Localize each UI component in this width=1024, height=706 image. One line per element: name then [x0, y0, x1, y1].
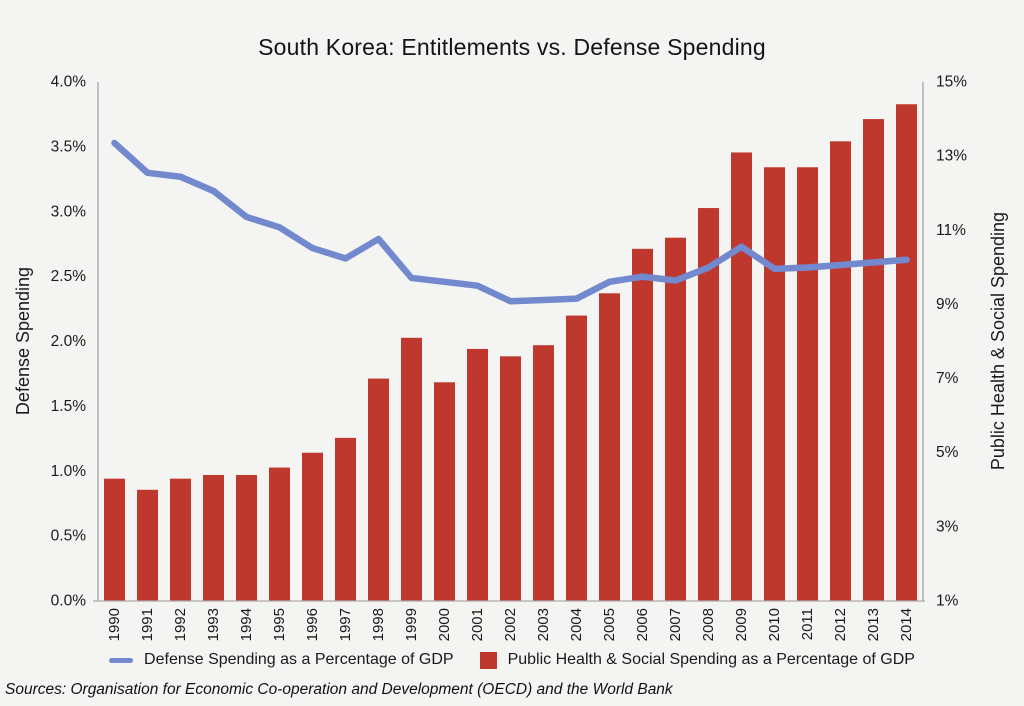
left-tick-0.5%: 0.5% — [51, 528, 87, 545]
x-label-2009: 2009 — [733, 608, 750, 641]
left-tick-2.5%: 2.5% — [51, 268, 87, 285]
bar-2002 — [500, 356, 521, 601]
right-tick-1%: 1% — [936, 593, 959, 610]
bar-1995 — [269, 467, 290, 601]
bar-2000 — [434, 382, 455, 601]
source-note: Sources: Organisation for Economic Co-op… — [5, 681, 673, 698]
x-label-2004: 2004 — [568, 608, 585, 641]
x-label-2003: 2003 — [535, 608, 552, 641]
legend: Defense Spending as a Percentage of GDP … — [0, 651, 1024, 669]
x-label-1990: 1990 — [106, 608, 123, 641]
x-label-2012: 2012 — [832, 608, 849, 641]
bar-1997 — [335, 437, 356, 601]
bar-1996 — [302, 452, 323, 601]
left-tick-2.0%: 2.0% — [51, 333, 87, 350]
legend-bar-label: Public Health & Social Spending as a Per… — [507, 651, 915, 668]
right-tick-7%: 7% — [936, 370, 959, 387]
bar-2005 — [599, 293, 620, 601]
legend-line-marker-icon — [109, 657, 134, 663]
x-label-2011: 2011 — [799, 608, 816, 640]
bar-2010 — [764, 167, 785, 601]
right-tick-15%: 15% — [936, 74, 967, 91]
bar-1990 — [104, 478, 125, 601]
bar-2001 — [467, 348, 488, 601]
bar-1991 — [137, 489, 158, 601]
bar-2004 — [566, 315, 587, 601]
right-tick-5%: 5% — [936, 444, 959, 461]
x-label-1993: 1993 — [205, 608, 222, 641]
bar-2014 — [896, 104, 917, 601]
bar-1999 — [401, 337, 422, 601]
legend-item-defense: Defense Spending as a Percentage of GDP — [109, 651, 454, 669]
bar-1998 — [368, 378, 389, 601]
bar-2003 — [533, 345, 554, 601]
x-label-2014: 2014 — [898, 608, 915, 641]
left-tick-1.5%: 1.5% — [51, 398, 87, 415]
x-label-1991: 1991 — [139, 608, 156, 641]
defense-spending-line — [111, 139, 910, 305]
x-label-2005: 2005 — [601, 608, 618, 641]
right-tick-13%: 13% — [936, 148, 967, 165]
x-label-2013: 2013 — [865, 608, 882, 641]
bar-2009 — [731, 152, 752, 601]
chart-title: South Korea: Entitlements vs. Defense Sp… — [258, 34, 766, 60]
x-label-2006: 2006 — [634, 608, 651, 641]
x-label-1996: 1996 — [304, 608, 321, 641]
x-label-1992: 1992 — [172, 608, 189, 641]
bar-2013 — [863, 119, 884, 602]
bar-1992 — [170, 478, 191, 601]
left-tick-4.0%: 4.0% — [51, 74, 87, 91]
left-axis-title: Defense Spending — [13, 267, 33, 415]
bar-2007 — [665, 237, 686, 601]
bar-2012 — [830, 141, 851, 602]
legend-item-public-health: Public Health & Social Spending as a Per… — [479, 651, 915, 669]
right-tick-3%: 3% — [936, 518, 959, 535]
legend-square-marker-icon — [479, 651, 497, 669]
bar-1993 — [203, 474, 224, 601]
x-label-1998: 1998 — [370, 608, 387, 641]
left-tick-3.5%: 3.5% — [51, 138, 87, 155]
bar-1994 — [236, 474, 257, 601]
x-label-1999: 1999 — [403, 608, 420, 641]
bar-2006 — [632, 248, 653, 602]
x-label-1997: 1997 — [337, 608, 354, 641]
x-label-2008: 2008 — [700, 608, 717, 641]
x-label-2010: 2010 — [766, 608, 783, 641]
x-label-2007: 2007 — [667, 608, 684, 641]
legend-line-label: Defense Spending as a Percentage of GDP — [144, 651, 454, 668]
left-tick-3.0%: 3.0% — [51, 203, 87, 220]
right-tick-9%: 9% — [936, 296, 959, 313]
bar-2011 — [797, 167, 818, 601]
x-label-2000: 2000 — [436, 608, 453, 641]
x-label-2001: 2001 — [469, 608, 486, 641]
x-label-1994: 1994 — [238, 608, 255, 641]
right-tick-11%: 11% — [936, 222, 966, 239]
bar-2008 — [698, 208, 719, 602]
x-label-1995: 1995 — [271, 608, 288, 641]
right-axis-title: Public Health & Social Spending — [988, 212, 1008, 470]
left-tick-1.0%: 1.0% — [51, 463, 87, 480]
x-label-2002: 2002 — [502, 608, 519, 641]
left-tick-0.0%: 0.0% — [51, 593, 87, 610]
